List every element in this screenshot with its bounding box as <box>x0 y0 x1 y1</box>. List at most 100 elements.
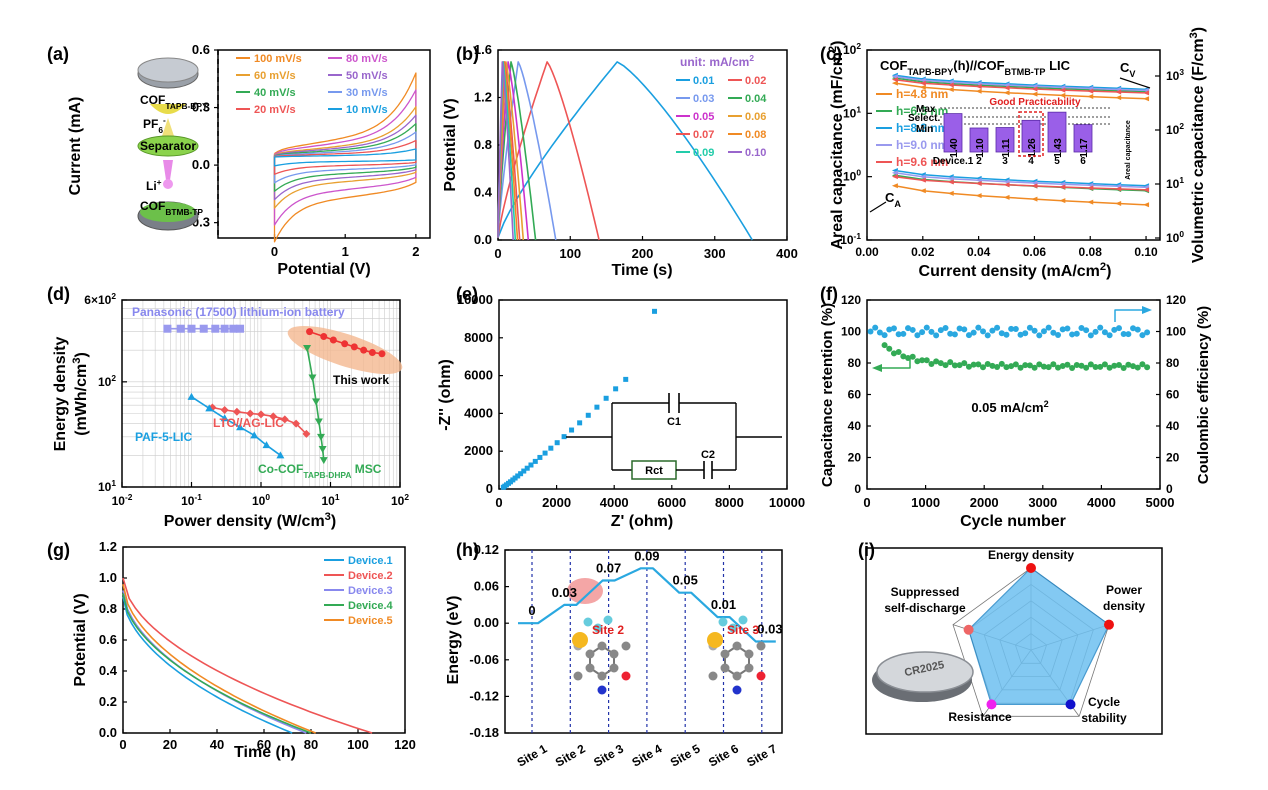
data-point <box>515 473 521 479</box>
data-point <box>303 344 312 352</box>
text-part: 10 <box>1166 123 1180 137</box>
data-point <box>1026 324 1033 331</box>
text-part: Areal capacitance (mF/cm <box>829 52 846 249</box>
panel-label: (g) <box>47 540 70 560</box>
y-tick-label: 0 <box>854 482 861 496</box>
data-point <box>937 360 944 367</box>
x-axis-label: Time (s) <box>611 262 672 279</box>
capacitance-curve <box>894 169 1147 187</box>
y-tick-label: 4000 <box>464 405 493 420</box>
cv-curve <box>273 89 417 226</box>
legend-label: 0.07 <box>693 129 714 141</box>
panel-g: (g) 0 20 40 60 80 100 120 0.0 0.2 0.4 0.6 0.8 1.0 1.2 T… <box>47 539 416 761</box>
text-part: ) <box>829 41 846 46</box>
c1-label: C1 <box>667 416 681 428</box>
legend-label: 0.02 <box>745 75 766 87</box>
inset-bar-label: 1.10 <box>975 138 986 158</box>
x-tick-label: 3000 <box>1028 495 1057 510</box>
panel-label: (f) <box>820 284 838 304</box>
text-part: 10 <box>840 233 854 247</box>
data-point <box>919 188 926 194</box>
efficiency-arrow <box>1114 309 1145 322</box>
text-part: ) <box>1190 27 1207 32</box>
data-point <box>919 177 926 183</box>
data-point <box>518 471 524 477</box>
data-point <box>1012 361 1019 368</box>
data-point <box>1064 325 1071 332</box>
y-tick-label: 20 <box>848 451 862 465</box>
atom <box>732 685 742 695</box>
data-point <box>942 325 949 332</box>
y-tick-label: 101 <box>843 104 861 120</box>
x-tick-label: 0 <box>863 495 870 510</box>
molecule-site3: Site 3 <box>707 615 766 695</box>
data-point <box>317 433 326 441</box>
molecule-site2: Site 2 <box>572 615 631 695</box>
text-part: TAPB-DHPA <box>303 470 351 480</box>
legend-label: 10 mV/s <box>346 104 388 116</box>
radar-point <box>1103 619 1114 630</box>
data-point <box>1069 365 1076 372</box>
capacitance-curve <box>894 172 1147 189</box>
y-tick-label: 0.0 <box>474 232 492 247</box>
x-tick-label: 2 <box>412 244 419 259</box>
data-point <box>1055 332 1062 339</box>
legend-label: h=4.8 nm <box>896 87 948 101</box>
data-point <box>947 190 954 196</box>
data-point <box>1087 361 1094 368</box>
cv-annotation: CV <box>1120 60 1135 79</box>
y-tick-label: 1.2 <box>474 90 492 105</box>
data-point <box>1064 361 1071 368</box>
y-axis-label: -Z'' (ohm) <box>437 359 454 431</box>
cv-arrow <box>1119 77 1151 89</box>
data-point <box>895 349 902 356</box>
x-tick-label: 2000 <box>970 495 999 510</box>
text-part: 2 <box>749 53 754 63</box>
data-point <box>867 328 874 335</box>
inset-good: Good Practicability <box>989 97 1081 108</box>
panel-c: (c)0.00 0.02 0.04 0.06 0.08 0.1010210110010-1… <box>820 27 1207 280</box>
y-axis-label: Capacitance retention (%) <box>819 303 836 487</box>
data-point <box>1111 362 1118 369</box>
data-point <box>1115 186 1122 192</box>
energy-value-label: 0.05 <box>673 573 698 588</box>
inset-device-label: 6 <box>1080 156 1086 167</box>
y-tick-label: 1.6 <box>474 42 492 57</box>
data-point <box>933 332 940 339</box>
data-point <box>528 462 534 468</box>
y-axis-label: Potential (V) <box>442 98 459 191</box>
data-point <box>1003 364 1010 371</box>
text-part: 10 <box>321 494 335 508</box>
text-part: 0 <box>265 492 270 502</box>
data-point <box>594 404 600 410</box>
energy-value-label: 0.07 <box>596 561 621 576</box>
y-axis-label: Energy (eV) <box>445 596 462 685</box>
data-point <box>905 325 912 332</box>
data-point <box>368 349 376 357</box>
y-axis-label-2: (mWh/cm3) <box>71 352 90 436</box>
data-point <box>975 84 982 90</box>
data-point <box>360 346 368 354</box>
data-point <box>1111 326 1118 333</box>
data-point <box>891 80 898 86</box>
inset-ion1: PF6- <box>143 115 166 135</box>
data-point <box>951 331 958 338</box>
data-point <box>1125 361 1132 368</box>
data-point <box>1017 331 1024 338</box>
data-point <box>891 174 898 180</box>
y-tick-label: 0.6 <box>192 42 210 57</box>
cv-curve <box>273 139 417 175</box>
atom <box>744 663 754 673</box>
rct-label: Rct <box>645 465 663 477</box>
data-point <box>232 407 241 416</box>
data-point <box>1059 87 1066 93</box>
x-tick-label: 0.00 <box>855 245 879 259</box>
data-point <box>1040 328 1047 335</box>
text-part: 2 <box>1179 121 1184 131</box>
legend-label: 0.10 <box>745 147 766 159</box>
text-part: A <box>894 199 901 209</box>
self-discharge-curve <box>122 584 316 734</box>
y-tick-label: -0.12 <box>469 688 499 703</box>
y-axis-label: Current (mA) <box>67 97 84 196</box>
atom <box>583 617 593 627</box>
